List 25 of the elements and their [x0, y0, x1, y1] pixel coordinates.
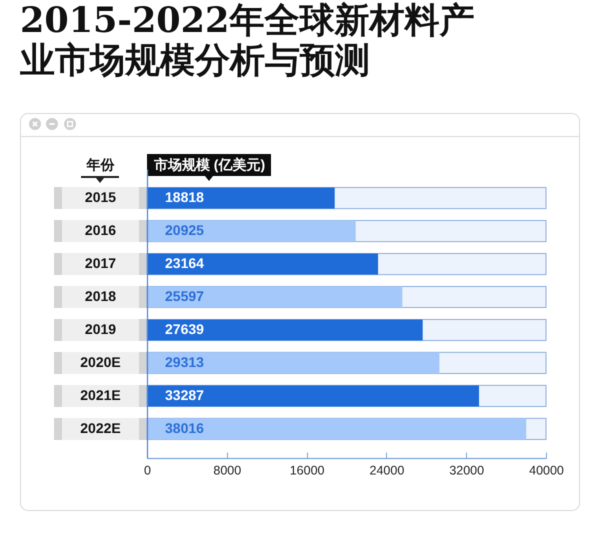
x-tick-label: 0 — [144, 464, 152, 478]
data-label: 25597 — [165, 288, 204, 304]
y-axis-title: 年份 — [86, 156, 116, 172]
y-tick-label: 2015 — [84, 189, 116, 206]
chart-title: 2015-2022年全球新材料产业市场规模分析与预测 — [20, 0, 476, 81]
data-label: 23164 — [165, 255, 204, 272]
y-tick-label: 2018 — [84, 288, 116, 304]
y-tick-label: 2022E — [80, 420, 121, 436]
y-tick-label: 2021E — [80, 386, 121, 403]
x-tick-label: 8000 — [213, 464, 242, 478]
y-tick-label: 2017 — [84, 255, 116, 272]
data-label: 18818 — [165, 189, 204, 206]
x-axis-title: 市场规模 (亿美元) — [152, 156, 266, 172]
data-label: 38016 — [165, 420, 204, 436]
data-label: 20925 — [165, 222, 204, 238]
y-tick-label: 2019 — [84, 320, 116, 337]
data-label: 29313 — [165, 354, 204, 370]
data-label: 33287 — [165, 386, 204, 403]
data-label: 27639 — [165, 320, 204, 337]
x-tick-label: 40000 — [529, 464, 564, 478]
x-tick-label: 16000 — [290, 464, 325, 478]
y-tick-label: 2020E — [80, 354, 121, 370]
y-tick-label: 2016 — [84, 222, 116, 238]
x-tick-label: 32000 — [449, 464, 484, 478]
x-tick-label: 24000 — [370, 464, 404, 478]
